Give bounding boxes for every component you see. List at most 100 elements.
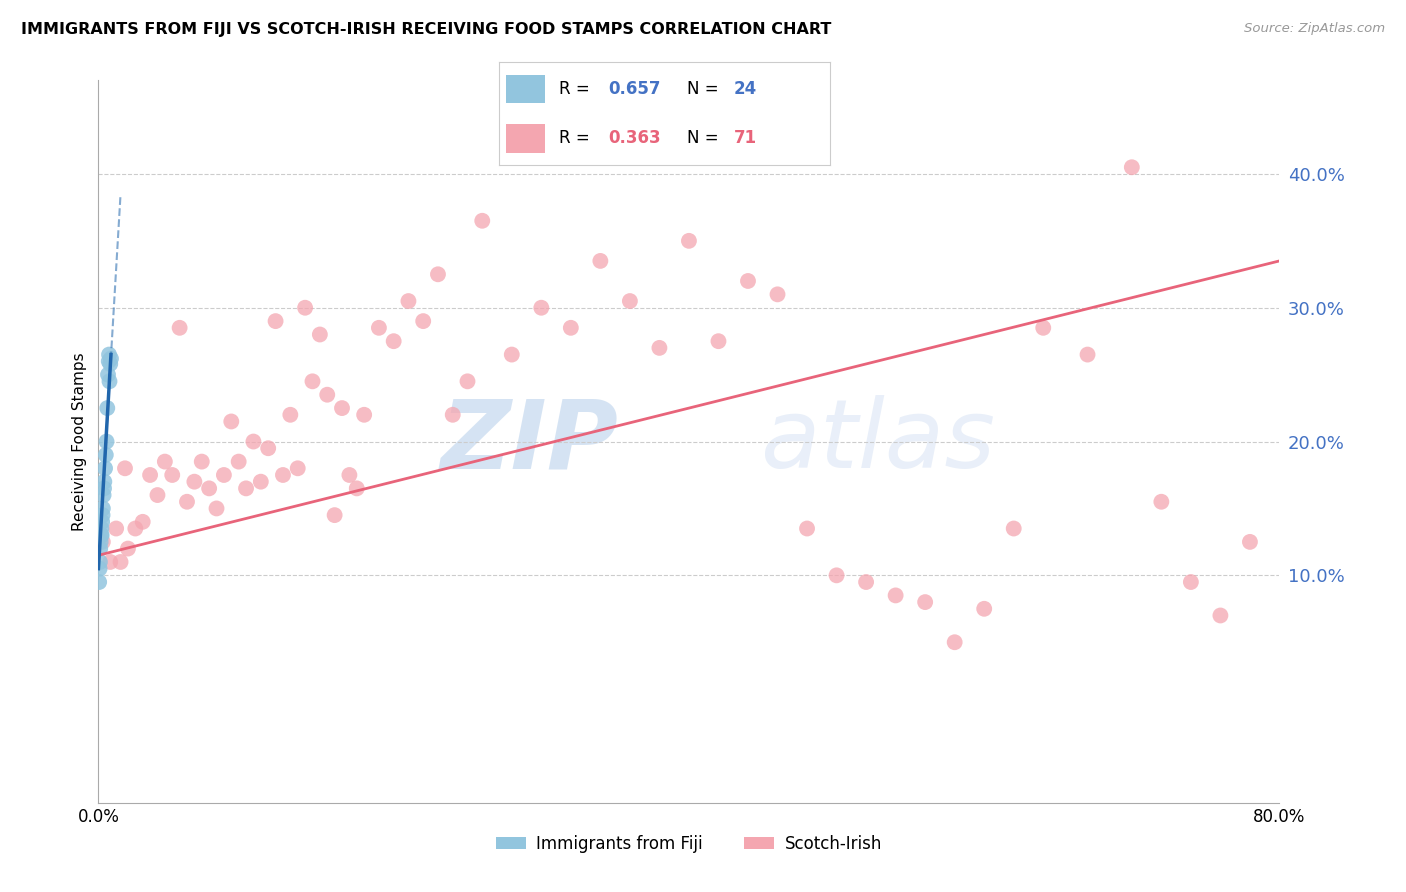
Point: [1150, 494, 1173, 508]
Point: [280, 408, 302, 422]
Point: [323, 508, 346, 523]
Text: atlas: atlas: [759, 395, 995, 488]
Point: [382, 334, 405, 348]
Point: [678, 234, 700, 248]
Point: [271, 467, 294, 482]
Point: [1032, 320, 1054, 334]
Point: [825, 568, 848, 582]
Point: [91, 515, 114, 529]
Point: [146, 488, 169, 502]
Point: [471, 213, 494, 227]
Point: [1209, 608, 1232, 623]
Point: [973, 602, 995, 616]
FancyBboxPatch shape: [506, 75, 546, 103]
Text: N =: N =: [688, 128, 724, 147]
Point: [316, 387, 339, 401]
Point: [294, 301, 316, 315]
Y-axis label: Receiving Food Stamps: Receiving Food Stamps: [72, 352, 87, 531]
Point: [90, 521, 112, 535]
Point: [589, 253, 612, 268]
Point: [91, 508, 114, 523]
Point: [250, 475, 273, 489]
Point: [619, 293, 641, 308]
Point: [93, 475, 115, 489]
Point: [766, 287, 789, 301]
Point: [93, 482, 115, 496]
Text: N =: N =: [688, 79, 724, 97]
Point: [205, 501, 228, 516]
Point: [398, 293, 420, 308]
Point: [89, 555, 111, 569]
Point: [162, 467, 183, 482]
Point: [530, 301, 553, 315]
Point: [91, 501, 114, 516]
Point: [228, 455, 250, 469]
Point: [96, 434, 118, 449]
Point: [176, 494, 198, 508]
Point: [98, 348, 121, 362]
Point: [501, 348, 523, 362]
Text: IMMIGRANTS FROM FIJI VS SCOTCH-IRISH RECEIVING FOOD STAMPS CORRELATION CHART: IMMIGRANTS FROM FIJI VS SCOTCH-IRISH REC…: [21, 22, 831, 37]
Point: [97, 368, 120, 382]
Point: [884, 589, 907, 603]
Point: [94, 448, 117, 462]
Point: [198, 482, 221, 496]
Point: [169, 320, 191, 334]
Point: [560, 320, 582, 334]
Point: [1002, 521, 1025, 535]
Point: [309, 327, 332, 342]
Point: [100, 351, 122, 366]
Text: R =: R =: [558, 128, 595, 147]
Point: [212, 467, 235, 482]
Text: ZIP: ZIP: [440, 395, 619, 488]
Point: [648, 341, 671, 355]
Point: [855, 574, 877, 589]
Point: [242, 434, 264, 449]
Point: [914, 595, 936, 609]
Point: [89, 574, 111, 589]
Point: [796, 521, 818, 535]
Point: [132, 515, 155, 529]
Point: [441, 408, 464, 422]
Point: [89, 541, 111, 556]
Point: [221, 414, 243, 429]
Point: [264, 314, 287, 328]
Point: [1239, 534, 1261, 549]
Point: [114, 461, 136, 475]
Text: Source: ZipAtlas.com: Source: ZipAtlas.com: [1244, 22, 1385, 36]
Point: [191, 455, 214, 469]
Point: [139, 467, 162, 482]
Point: [737, 274, 759, 288]
Text: 0.657: 0.657: [609, 79, 661, 97]
Point: [94, 461, 117, 475]
Point: [90, 528, 112, 542]
Point: [183, 475, 205, 489]
Point: [301, 375, 323, 389]
Point: [346, 482, 368, 496]
Text: 24: 24: [734, 79, 756, 97]
Point: [457, 375, 479, 389]
Point: [98, 555, 121, 569]
Point: [412, 314, 434, 328]
Point: [96, 401, 118, 416]
Point: [235, 482, 257, 496]
Point: [257, 442, 280, 455]
Text: 71: 71: [734, 128, 756, 147]
Point: [427, 268, 450, 282]
Point: [287, 461, 309, 475]
Text: 0.363: 0.363: [609, 128, 661, 147]
Point: [353, 408, 375, 422]
Point: [1077, 348, 1099, 362]
Point: [707, 334, 730, 348]
FancyBboxPatch shape: [506, 124, 546, 153]
Point: [124, 521, 146, 535]
Point: [153, 455, 176, 469]
Point: [368, 320, 391, 334]
Point: [90, 528, 112, 542]
Point: [339, 467, 361, 482]
Point: [943, 635, 966, 649]
Point: [98, 375, 121, 389]
Legend: Immigrants from Fiji, Scotch-Irish: Immigrants from Fiji, Scotch-Irish: [489, 828, 889, 860]
Point: [90, 534, 112, 549]
Point: [97, 354, 120, 368]
